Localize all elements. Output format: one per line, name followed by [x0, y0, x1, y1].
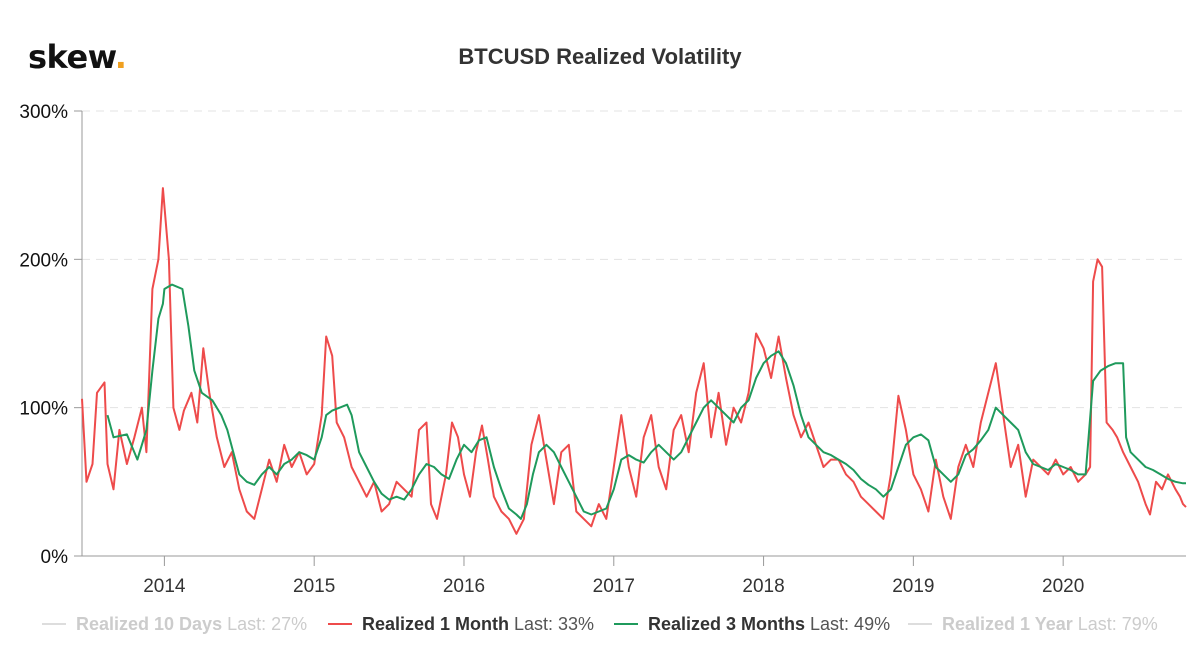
legend-item-realized-1-year[interactable]: Realized 1 Year Last: 79% [908, 614, 1158, 634]
x-tick-label: 2016 [443, 576, 485, 597]
legend-item-realized-10-days[interactable]: Realized 10 Days Last: 27% [42, 614, 307, 634]
x-tick-label: 2018 [742, 576, 784, 597]
legend-last-value: Last: 27% [227, 614, 307, 634]
x-tick-label: 2020 [1042, 576, 1084, 597]
axes: 0% 100% 200% 300% 2014 2015 2016 2017 2018 2019 20… [19, 102, 1186, 597]
series-line-realized-3-months [106, 283, 1186, 520]
logo-text: skew [28, 38, 115, 76]
legend-series-name: Realized 1 Month [362, 614, 514, 634]
legend-item-realized-1-month[interactable]: Realized 1 Month Last: 33% [328, 614, 594, 634]
legend-last-value: Last: 33% [514, 614, 594, 634]
y-tick-label: 300% [19, 102, 68, 123]
legend-item-realized-3-months[interactable]: Realized 3 Months Last: 49% [614, 614, 890, 634]
legend-series-name: Realized 10 Days [76, 614, 227, 634]
y-tick-label: 100% [19, 399, 68, 420]
skew-logo: skew. [28, 38, 127, 76]
legend[interactable]: Realized 10 Days Last: 27% Realized 1 Mon… [42, 614, 1158, 634]
legend-series-name: Realized 1 Year [942, 614, 1078, 634]
legend-label: Realized 3 Months Last: 49% [648, 614, 890, 634]
y-tick-label: 200% [19, 250, 68, 271]
legend-last-value: Last: 79% [1078, 614, 1158, 634]
legend-label: Realized 10 Days Last: 27% [76, 614, 307, 634]
legend-label: Realized 1 Year Last: 79% [942, 614, 1158, 634]
chart-title: BTCUSD Realized Volatility [458, 44, 742, 69]
grid-lines [82, 110, 1186, 409]
series-layer [81, 187, 1187, 535]
x-tick-label: 2015 [293, 576, 335, 597]
legend-series-name: Realized 3 Months [648, 614, 810, 634]
logo-dot: . [114, 38, 127, 76]
series-line-realized-1-month [81, 187, 1187, 535]
x-tick-label: 2019 [892, 576, 934, 597]
legend-last-value: Last: 49% [810, 614, 890, 634]
legend-label: Realized 1 Month Last: 33% [362, 614, 594, 634]
y-tick-label: 0% [41, 547, 69, 568]
x-tick-label: 2017 [593, 576, 635, 597]
x-tick-label: 2014 [143, 576, 186, 597]
